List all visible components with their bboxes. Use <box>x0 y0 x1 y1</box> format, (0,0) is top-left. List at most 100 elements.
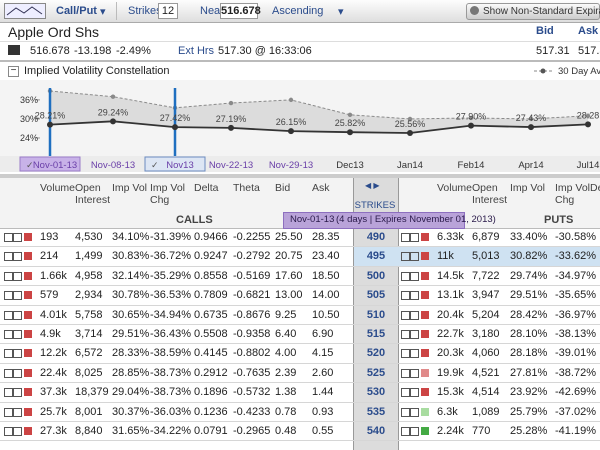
call-cell: 193 <box>40 231 59 243</box>
legend-dot <box>540 68 546 74</box>
put-cell: 23.92% <box>510 386 548 399</box>
avg-point <box>288 97 294 103</box>
call-cell: -0.4233 <box>233 405 271 418</box>
row-action[interactable] <box>401 330 410 339</box>
view-dropdown[interactable]: Call/Put <box>56 5 97 17</box>
row-action[interactable] <box>410 310 419 320</box>
call-cell: 30.78% <box>112 289 150 302</box>
call-column-header: Open Interest <box>75 182 111 206</box>
put-cell: 5,204 <box>472 308 500 321</box>
row-action[interactable] <box>410 252 419 262</box>
strike-cell: 535 <box>366 405 386 418</box>
non-standard-button[interactable]: Show Non-Standard Expirations <box>466 3 600 20</box>
row-action[interactable] <box>13 233 22 242</box>
row-action[interactable] <box>13 271 22 281</box>
row-action[interactable] <box>13 252 22 262</box>
call-cell: 4.01k <box>40 308 67 321</box>
strikes-input[interactable]: 12 <box>158 3 178 19</box>
call-cell: 0.55 <box>312 425 334 437</box>
call-cell: 30.65% <box>112 308 150 321</box>
call-cell: 8,025 <box>75 366 103 379</box>
row-action[interactable] <box>401 368 410 378</box>
row-action[interactable] <box>410 349 419 359</box>
row-divider <box>0 440 600 442</box>
call-cell: 4.15 <box>312 347 334 360</box>
call-cell: 2.39 <box>275 366 297 379</box>
call-cell: 14.00 <box>312 289 340 302</box>
row-action[interactable] <box>410 330 419 339</box>
row-action[interactable] <box>401 271 410 281</box>
row-action[interactable] <box>401 233 410 242</box>
row-action[interactable] <box>13 291 22 301</box>
call-cell: 31.65% <box>112 425 150 437</box>
row-action[interactable] <box>4 252 13 262</box>
row-action[interactable] <box>401 388 410 398</box>
row-action[interactable] <box>401 407 410 417</box>
sort-dropdown[interactable]: Ascending <box>272 5 324 17</box>
row-action[interactable] <box>401 291 410 301</box>
row-action[interactable] <box>4 330 13 339</box>
collapse-button[interactable]: − <box>8 66 19 77</box>
strike-cell: 520 <box>366 347 386 360</box>
put-cell: 25.79% <box>510 405 548 418</box>
call-cell: 8,001 <box>75 405 103 418</box>
row-action[interactable] <box>4 427 13 436</box>
call-cell: 0.6735 <box>194 308 228 321</box>
y-tick-label: 36% <box>20 95 38 105</box>
row-action[interactable] <box>4 349 13 359</box>
row-action[interactable] <box>4 310 13 320</box>
put-column-header: Imp Vol Chg <box>555 182 591 206</box>
row-action[interactable] <box>4 407 13 417</box>
bid: 517.31 <box>536 45 570 57</box>
row-action[interactable] <box>4 291 13 301</box>
row-divider <box>0 246 600 248</box>
put-cell: 20.3k <box>437 347 464 360</box>
row-action[interactable] <box>401 349 410 359</box>
call-cell: -0.7635 <box>233 366 271 379</box>
strike-arrows[interactable]: ◀ ▶ <box>365 181 380 190</box>
value-label: 27.19% <box>216 114 247 124</box>
strike-cell: 500 <box>366 269 386 282</box>
call-cell: 25.7k <box>40 405 67 418</box>
row-action[interactable] <box>401 310 410 320</box>
row-action[interactable] <box>13 407 22 417</box>
row-action[interactable] <box>4 388 13 398</box>
row-action[interactable] <box>4 233 13 242</box>
value-label: 29.24% <box>98 107 129 117</box>
bid-label: Bid <box>536 25 554 37</box>
row-action[interactable] <box>410 233 419 242</box>
put-cell: 33.40% <box>510 231 548 243</box>
avg-point <box>528 116 534 122</box>
row-action[interactable] <box>410 368 419 378</box>
row-flag <box>24 368 32 377</box>
row-action[interactable] <box>13 427 22 436</box>
row-action[interactable] <box>410 407 419 417</box>
row-action[interactable] <box>13 310 22 320</box>
put-cell: 6.33k <box>437 231 464 243</box>
call-cell: -0.9358 <box>233 328 271 340</box>
row-action[interactable] <box>410 271 419 281</box>
ask: 517.3 <box>578 45 600 57</box>
row-action[interactable] <box>13 349 22 359</box>
value-label: 26.15% <box>276 117 307 127</box>
near-input[interactable]: 516.678 <box>220 3 261 19</box>
iv-point <box>468 122 474 129</box>
row-action[interactable] <box>410 388 419 398</box>
put-cell: 13.1k <box>437 289 464 302</box>
put-cell: 15.3k <box>437 386 464 399</box>
row-action[interactable] <box>13 330 22 339</box>
row-action[interactable] <box>13 368 22 378</box>
put-cell: 22.7k <box>437 328 464 340</box>
expiration-tab: Nov-22-13 <box>209 160 253 171</box>
chart-icon[interactable] <box>4 3 46 19</box>
expiration-tab: Nov-29-13 <box>269 160 313 171</box>
row-action[interactable] <box>410 427 419 436</box>
row-action[interactable] <box>13 388 22 398</box>
row-action[interactable] <box>401 252 410 262</box>
row-action[interactable] <box>4 271 13 281</box>
row-action[interactable] <box>401 427 410 436</box>
row-action[interactable] <box>4 368 13 378</box>
row-action[interactable] <box>410 291 419 301</box>
put-flag <box>421 407 429 416</box>
tab-check: ✓ <box>151 160 159 170</box>
